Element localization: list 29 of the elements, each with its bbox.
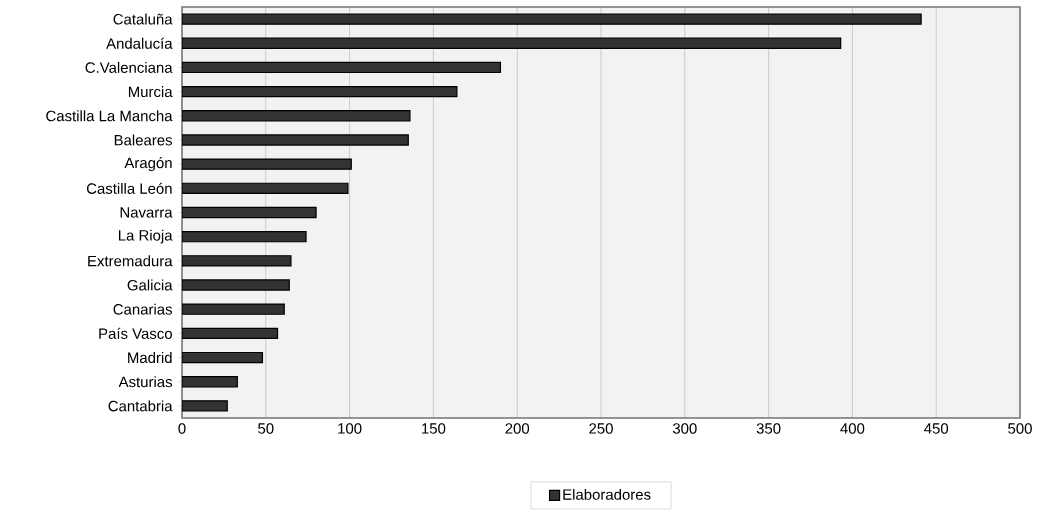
y-tick-label: Murcia: [128, 86, 173, 98]
x-tick-label: 0: [178, 423, 186, 434]
y-tick-label: Madrid: [128, 352, 172, 364]
x-tick-label: 450: [924, 423, 949, 434]
legend-label: Elaboradores: [563, 488, 651, 500]
y-tick-label: Baleares: [114, 134, 173, 146]
x-tick-label: 50: [258, 423, 274, 434]
y-tick-label: Canarias: [113, 303, 173, 315]
y-tick-label: C.Valenciana: [85, 61, 173, 73]
x-tick-label: 200: [505, 423, 530, 434]
y-tick-label: Asturias: [118, 376, 173, 388]
y-tick-label: Extremadura: [88, 255, 173, 267]
y-tick-label: Cataluña: [113, 13, 173, 25]
x-tick-label: 250: [589, 423, 613, 434]
y-tick-label: La Rioja: [118, 229, 173, 244]
y-tick-label: Castilla León: [86, 182, 172, 194]
y-tick-label: Galicia: [127, 279, 173, 291]
x-tick-label: 500: [1008, 423, 1032, 434]
y-tick-label: Castilla La Mancha: [46, 110, 173, 122]
y-tick-label: Aragón: [124, 157, 172, 172]
y-tick-label: País Vasco: [99, 327, 172, 339]
x-tick-label: 150: [422, 423, 446, 434]
x-tick-label: 300: [672, 423, 697, 434]
x-tick-label: 400: [840, 423, 865, 434]
y-tick-label: Navarra: [120, 207, 173, 218]
x-tick-label: 100: [338, 423, 362, 434]
y-tick-label: Cantabria: [108, 400, 173, 412]
x-tick-label: 350: [756, 423, 781, 434]
y-tick-label: Andalucía: [106, 37, 173, 49]
